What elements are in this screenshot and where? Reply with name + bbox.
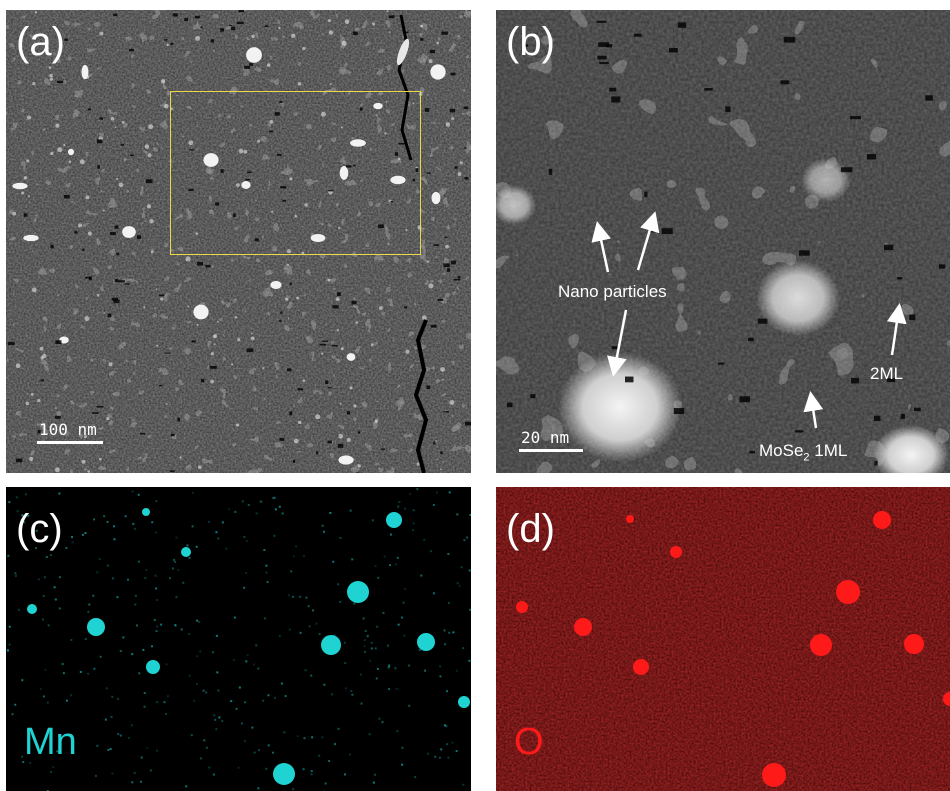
- panel-a-scale-bar: 100 nm: [37, 420, 105, 444]
- annotation-mose2-1ml: MoSe2 1ML: [759, 441, 848, 464]
- panel-c-label: (c): [16, 507, 63, 551]
- panel-b-micrograph: [496, 10, 950, 473]
- panel-a-label: (a): [16, 20, 65, 64]
- panel-b-label: (b): [506, 20, 555, 64]
- region-of-interest-box: [170, 91, 421, 255]
- panel-d-o-map: (d) O: [496, 487, 950, 791]
- panel-d-eds-map: [496, 487, 950, 791]
- panel-b-scale-bar-label: 20 nm: [521, 428, 570, 447]
- panel-b-scale-bar: 20 nm: [519, 428, 587, 452]
- panel-b-zoom-image: Nano particles 2ML MoSe2 1ML (b) 20 nm: [496, 10, 950, 473]
- annotation-nano-particles: Nano particles: [558, 282, 667, 301]
- panel-c-eds-map: [6, 488, 471, 791]
- panel-a-micrograph: [6, 10, 471, 473]
- element-label-o: O: [514, 721, 544, 763]
- panel-a-scale-bar-label: 100 nm: [39, 420, 97, 439]
- panel-c-mn-map: (c) Mn: [6, 487, 471, 791]
- annotation-2ml: 2ML: [870, 364, 904, 383]
- panel-d-label: (d): [506, 507, 555, 551]
- panel-a-overview-image: (a) 100 nm: [6, 10, 471, 473]
- element-label-mn: Mn: [24, 721, 77, 763]
